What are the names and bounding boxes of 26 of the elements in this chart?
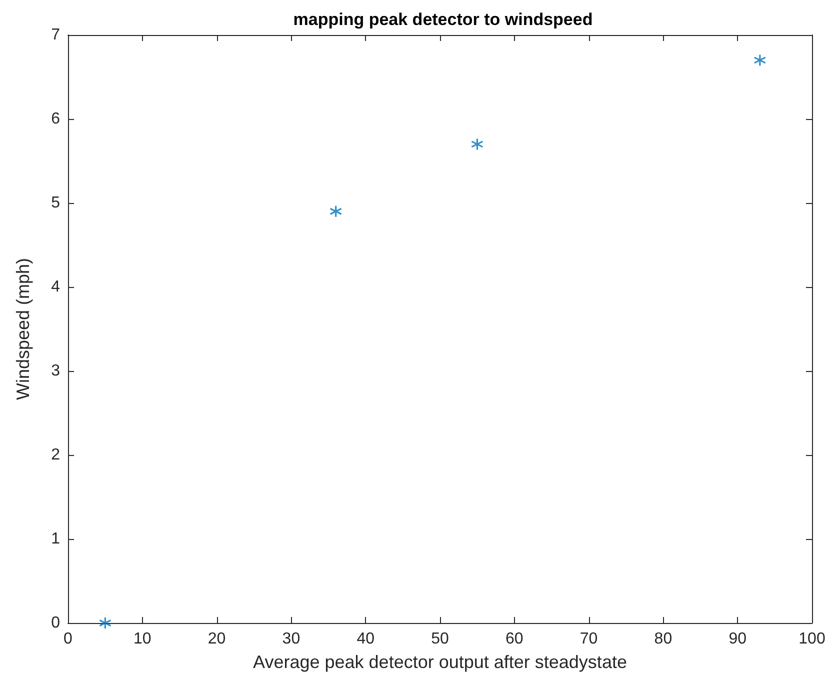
x-tick-label: 70 [580, 630, 598, 648]
y-tick-label: 5 [51, 194, 60, 212]
x-tick-label: 30 [282, 630, 300, 648]
x-axis-title: Average peak detector output after steadystate [253, 652, 627, 672]
x-tick-label: 100 [798, 630, 826, 648]
x-tick-label: 0 [64, 630, 73, 648]
y-tick-label: 0 [51, 614, 60, 632]
x-tick-label: 90 [728, 630, 747, 648]
point [754, 54, 766, 66]
y-tick-label: 7 [51, 26, 60, 44]
point [470, 138, 484, 150]
y-tick-label: 3 [51, 362, 60, 380]
x-tick-label: 10 [134, 630, 152, 648]
y-tick-label: 4 [51, 278, 60, 296]
x-tick-label: 50 [431, 630, 449, 648]
x-tick-label: 20 [208, 630, 226, 648]
y-tick-label: 1 [51, 530, 60, 548]
y-tick-label: 6 [51, 110, 60, 128]
x-tick-label: 80 [654, 630, 672, 648]
chart-title: mapping peak detector to windspeed [293, 10, 593, 29]
x-tick-label: 60 [506, 630, 524, 648]
y-axis-title: Windspeed (mph) [13, 258, 33, 400]
point [98, 616, 112, 630]
x-tick-label: 40 [356, 630, 375, 648]
point [330, 205, 342, 218]
y-tick-label: 2 [51, 446, 60, 464]
